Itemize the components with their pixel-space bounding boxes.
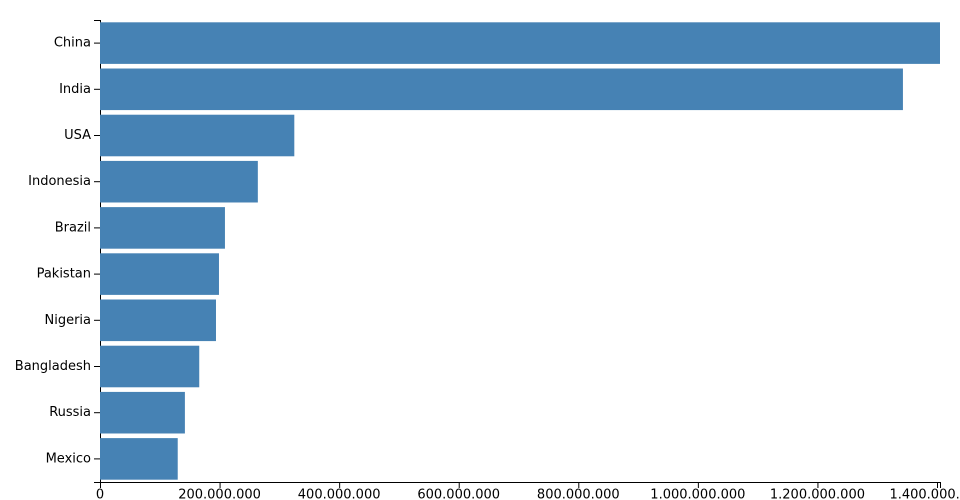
bar bbox=[100, 207, 225, 249]
bar bbox=[100, 438, 178, 480]
bar bbox=[100, 391, 185, 434]
y-tick-label: Pakistan bbox=[37, 267, 91, 282]
y-tick-label: Bangladesh bbox=[15, 359, 91, 374]
x-tick-label: 1.200.000.000 bbox=[770, 488, 865, 500]
y-tick-label: Indonesia bbox=[28, 174, 91, 189]
y-tick-label: Russia bbox=[49, 405, 91, 420]
y-tick-label: Mexico bbox=[46, 451, 91, 466]
bar bbox=[100, 253, 219, 295]
y-tick-label: USA bbox=[64, 128, 91, 143]
x-tick-label: 800.000.000 bbox=[537, 488, 620, 500]
x-tick-label: 0 bbox=[96, 488, 104, 500]
bar bbox=[100, 22, 940, 64]
bar bbox=[100, 299, 216, 342]
x-tick-label: 400.000.000 bbox=[298, 488, 381, 500]
x-tick-label: 600.000.000 bbox=[417, 488, 500, 500]
x-tick-label: 1.000.000.000 bbox=[650, 488, 745, 500]
x-tick-label: 1.400.000.000 bbox=[889, 488, 960, 500]
bar bbox=[100, 114, 295, 157]
bar bbox=[100, 68, 903, 111]
y-tick-label: Brazil bbox=[55, 220, 91, 235]
bar bbox=[100, 345, 200, 388]
bar bbox=[100, 160, 258, 203]
y-tick-label: India bbox=[59, 82, 91, 97]
y-tick-label: China bbox=[54, 36, 91, 51]
x-tick-label: 200.000.000 bbox=[178, 488, 261, 500]
y-tick-label: Nigeria bbox=[44, 313, 91, 328]
y-axis bbox=[94, 20, 101, 483]
